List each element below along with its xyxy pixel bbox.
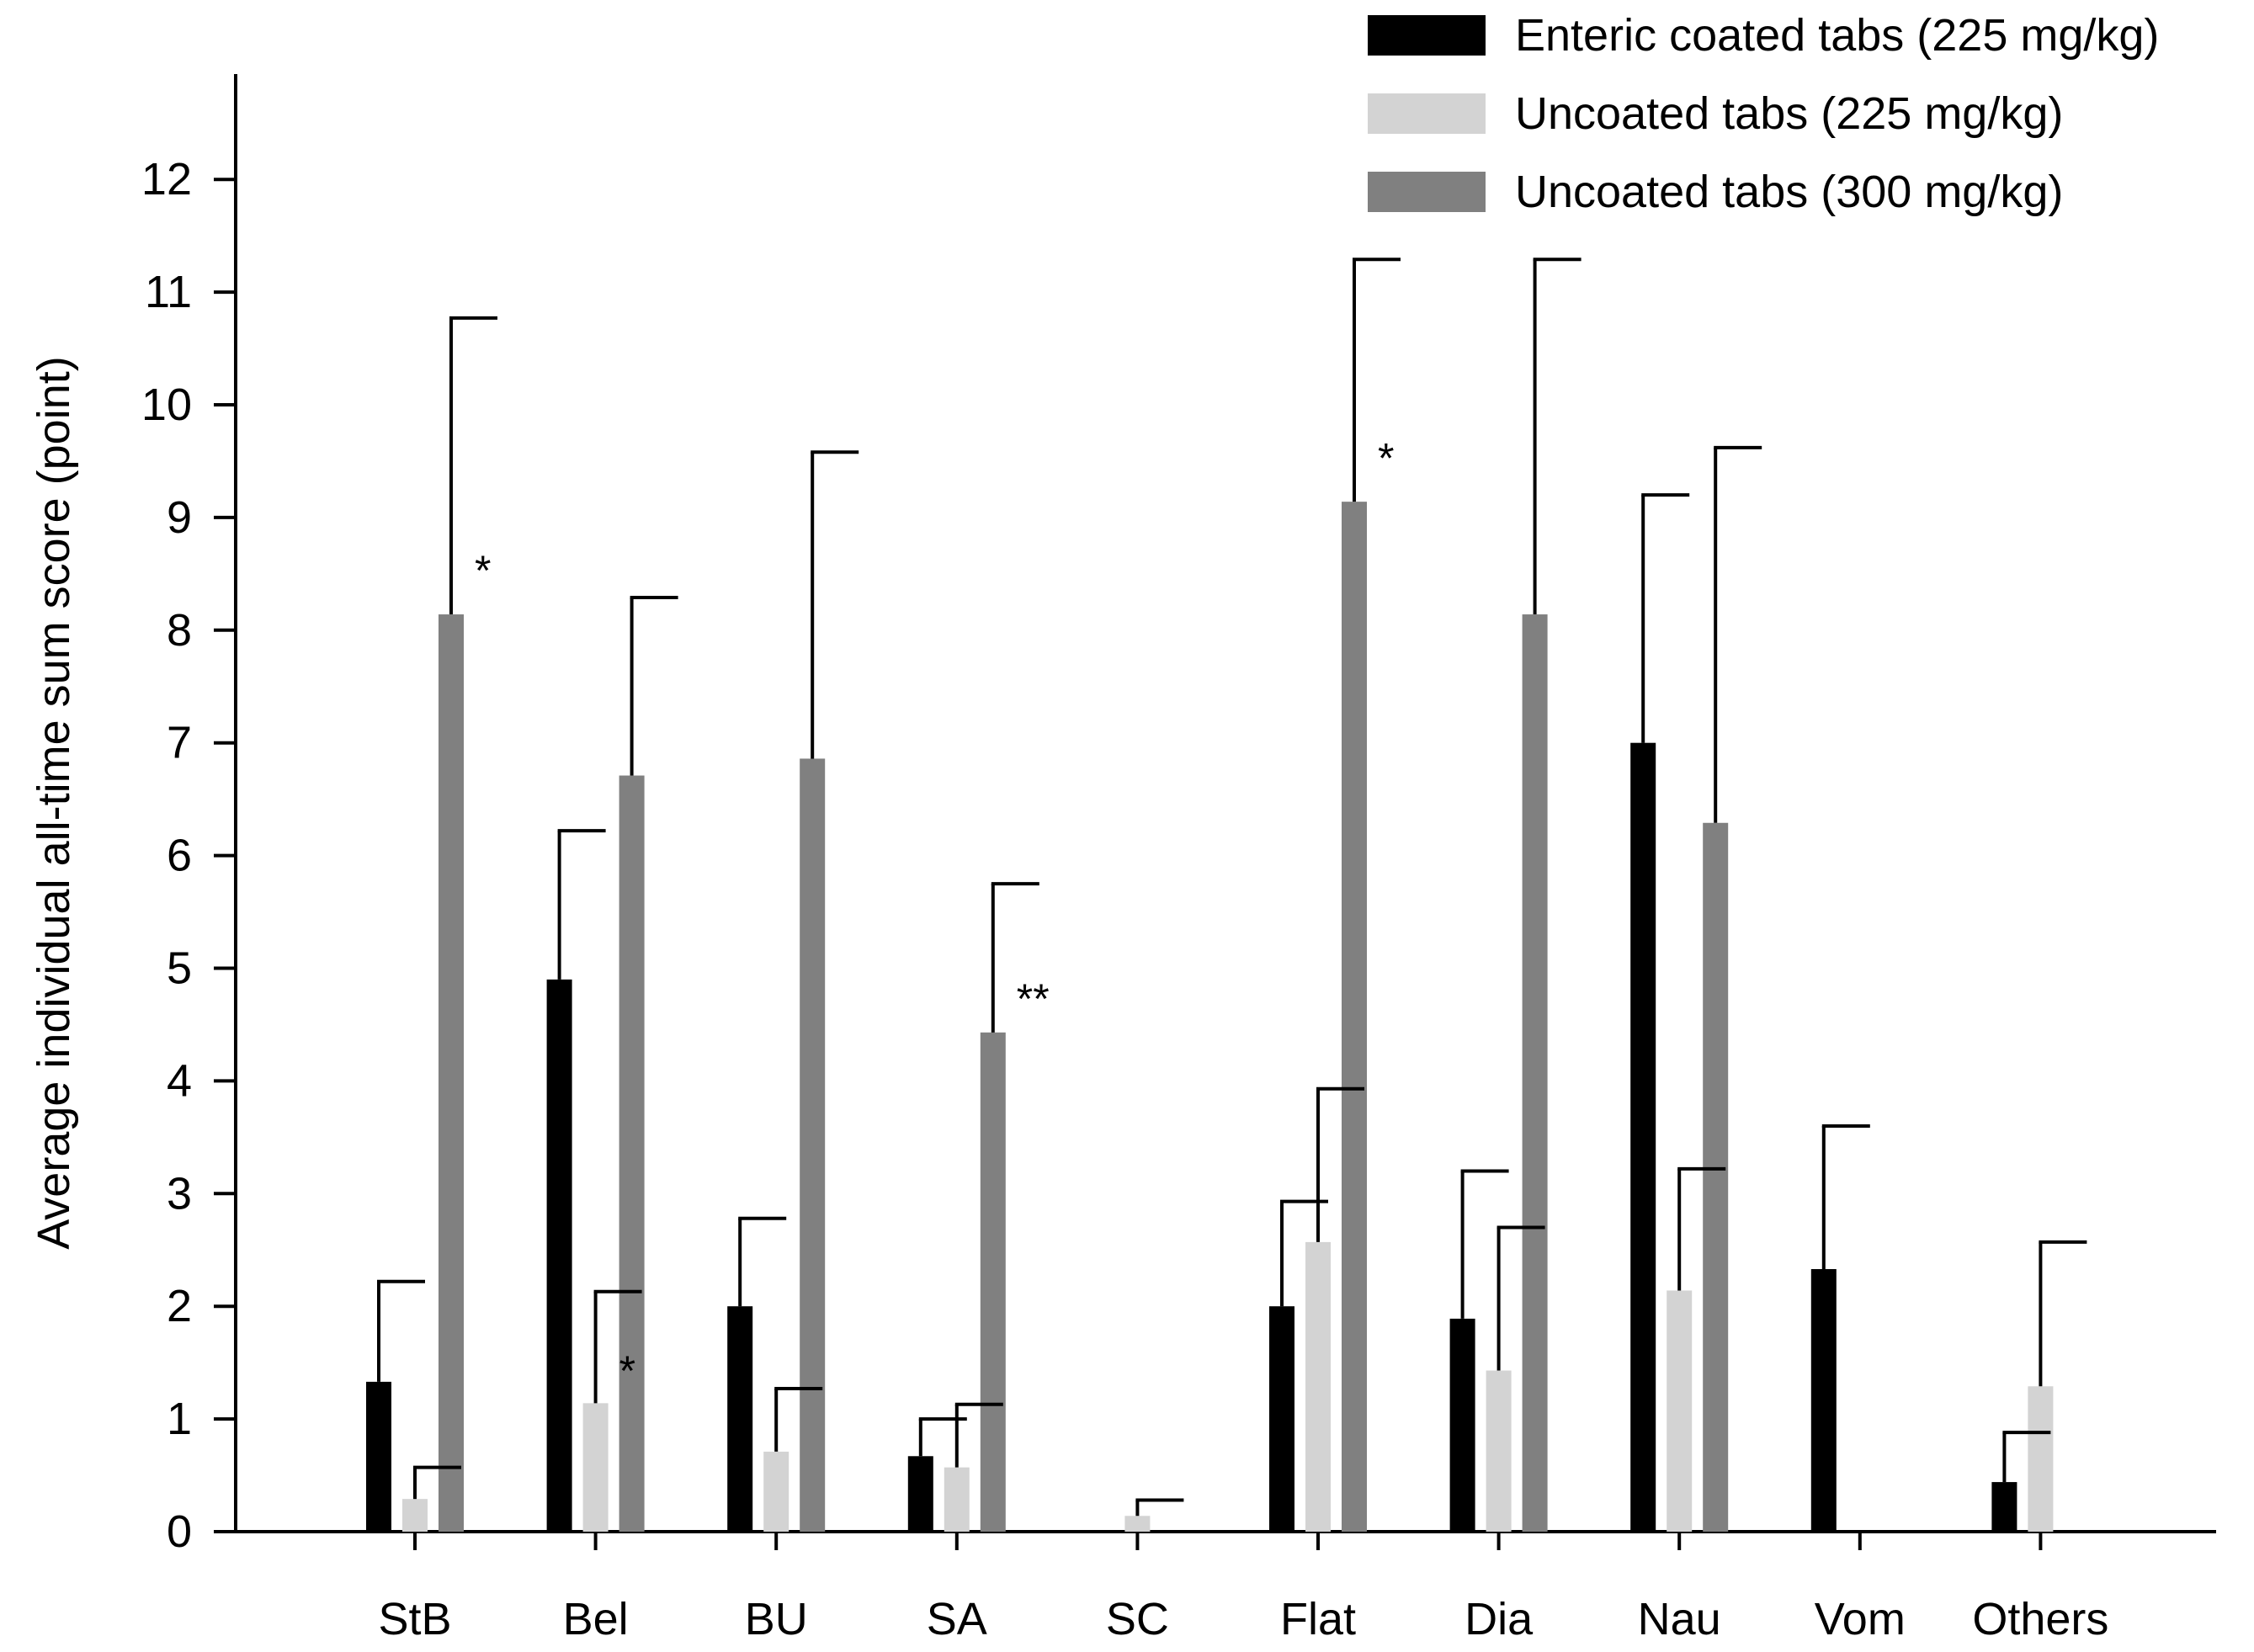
bar-bel-series-2 [582,1403,609,1532]
bar-stb-series-3 [439,614,464,1532]
y-tick-label: 2 [167,1281,192,1331]
x-tick-label: SC [1106,1594,1169,1644]
y-tick-label: 12 [141,154,192,205]
bar-others-series-1 [1991,1482,2017,1532]
bar-others-series-2 [2028,1386,2054,1532]
bar-flat-series-1 [1269,1306,1294,1532]
bar-dia-series-3 [1522,614,1548,1532]
chart-axes [234,74,2216,1533]
bar-bu-series-1 [727,1306,753,1532]
chart-legend: Enteric coated tabs (225 mg/kg) Uncoated … [1368,10,2159,217]
legend-label-series-3: Uncoated tabs (300 mg/kg) [1515,167,2063,217]
x-tick-label: Dia [1465,1594,1534,1644]
y-tick-label: 11 [145,267,192,317]
significance-marker: * [475,547,491,594]
y-tick-label: 9 [167,492,192,543]
bar-stb-series-2 [402,1499,428,1532]
significance-marker: * [619,1347,635,1394]
bar-sa-series-3 [980,1032,1006,1532]
y-tick-label: 3 [167,1168,192,1219]
bar-bel-series-3 [619,775,645,1532]
significance-marker: ** [1017,975,1050,1023]
error-bars-layer [377,258,2087,1517]
legend-label-series-2: Uncoated tabs (225 mg/kg) [1515,88,2063,139]
x-tick-label: Others [1972,1594,2108,1644]
bar-vom-series-1 [1810,1269,1837,1532]
y-tick-label: 4 [167,1055,192,1106]
bar-nau-series-1 [1630,742,1656,1532]
x-tick-label: StB [378,1594,451,1644]
y-tick-label: 10 [141,380,192,430]
bar-flat-series-3 [1342,502,1367,1532]
bar-sa-series-2 [944,1467,970,1532]
bar-dia-series-2 [1486,1370,1512,1532]
y-tick-label: 1 [167,1394,192,1444]
bar-bel-series-1 [546,979,572,1532]
bar-stb-series-1 [366,1381,391,1532]
y-tick-label: 5 [167,943,192,994]
legend-swatch-series-3 [1368,172,1486,212]
bar-flat-series-2 [1305,1241,1331,1532]
legend-label-series-1: Enteric coated tabs (225 mg/kg) [1515,10,2159,61]
x-tick-label: Vom [1815,1594,1906,1644]
significance-marker: * [1378,434,1394,481]
bar-nau-series-2 [1667,1290,1693,1532]
x-axis-labels: StB Bel BU SA SC Flat Dia Nau Vom Others [378,1532,2108,1644]
legend-swatch-series-2 [1368,93,1486,134]
significance-annotations: ***** [475,434,1394,1394]
bar-sa-series-1 [907,1456,933,1532]
bars-layer [366,502,2054,1532]
bar-bu-series-2 [763,1451,789,1532]
legend-swatch-series-1 [1368,15,1486,56]
y-tick-label: 6 [167,831,192,881]
x-tick-label: Nau [1638,1594,1721,1644]
y-tick-label: 8 [167,605,192,656]
y-tick-label: 7 [167,718,192,768]
bar-sc-series-2 [1124,1516,1151,1532]
x-tick-label: Bel [563,1594,629,1644]
x-tick-label: SA [927,1594,987,1644]
x-tick-label: BU [745,1594,808,1644]
x-tick-label: Flat [1280,1594,1356,1644]
y-axis-title: Average individual all-time sum score (p… [29,356,79,1249]
bar-nau-series-3 [1703,822,1729,1532]
bar-bu-series-3 [800,758,826,1532]
bar-dia-series-1 [1449,1318,1475,1532]
y-tick-label: 0 [167,1506,192,1557]
